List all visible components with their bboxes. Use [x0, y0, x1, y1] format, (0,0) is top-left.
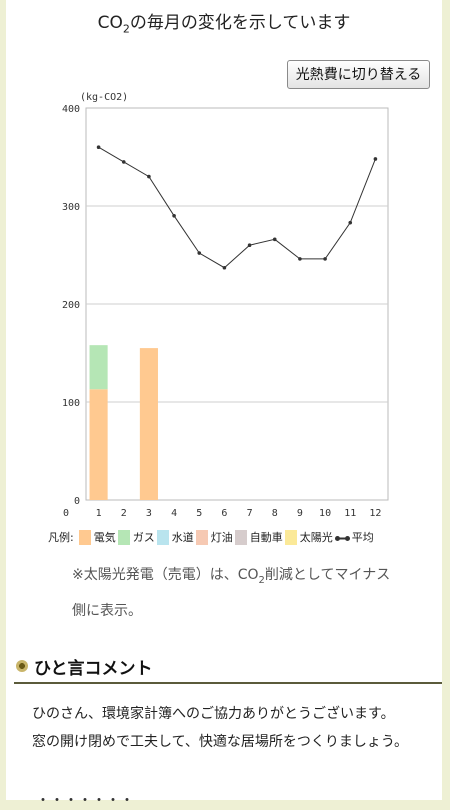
average-point — [197, 251, 202, 255]
chart-legend: 凡例: 電気 ガス 水道 灯油 自動車 太陽光 平均 — [48, 527, 376, 547]
y-tick-label: 200 — [62, 300, 80, 311]
bullet-icon — [16, 660, 28, 672]
comment-section-header: ひと言コメント — [14, 650, 442, 684]
y-tick-label: 100 — [62, 398, 80, 409]
legend-label: 水道 — [171, 531, 194, 544]
x-tick-label: 2 — [121, 508, 127, 519]
x-tick-label: 12 — [369, 508, 381, 519]
y-tick-label: 300 — [62, 202, 80, 213]
x-tick-label: 6 — [221, 508, 227, 519]
bar-電気 — [89, 389, 108, 500]
legend-label: 電気 — [93, 531, 116, 544]
average-point — [348, 220, 353, 225]
legend-item: 電気 — [78, 529, 116, 545]
x-tick-label: 3 — [146, 508, 152, 519]
legend-item: 水道 — [156, 529, 194, 545]
x-tick-label: 5 — [196, 508, 202, 519]
legend-label: ガス — [132, 531, 155, 544]
comment-line: 窓の開け閉めで工夫して、快適な居場所をつくりましょう。 — [32, 734, 409, 750]
x-tick-label: 11 — [344, 508, 356, 519]
x-origin-label: 0 — [63, 508, 69, 519]
x-tick-label: 8 — [272, 508, 278, 519]
section-title: ひと言コメント — [34, 658, 153, 679]
average-point — [147, 174, 151, 179]
legend-item: 灯油 — [195, 529, 233, 545]
legend-label: 灯油 — [210, 531, 233, 544]
legend-swatch — [234, 529, 247, 545]
legend-item: ガス — [117, 529, 155, 545]
x-tick-label: 4 — [171, 508, 177, 519]
legend-item: 太陽光 — [284, 529, 333, 545]
legend-label: 平均 — [351, 531, 374, 544]
switch-to-utility-cost-button[interactable]: 光熱費に切り替える — [287, 60, 430, 89]
legend-swatch — [117, 529, 130, 545]
legend-label: 自動車 — [249, 531, 283, 544]
x-tick-label: 9 — [297, 508, 303, 519]
average-point — [121, 160, 126, 164]
comment-line: ひのさん、環境家計簿へのご協力ありがとうございます。 — [32, 706, 395, 722]
bar-電気 — [139, 348, 158, 500]
legend-swatch — [78, 529, 91, 545]
average-point — [272, 237, 277, 242]
average-point — [222, 265, 227, 270]
comment-text: ひのさん、環境家計簿へのご協力ありがとうございます。 窓の開け閉めで工夫して、快… — [18, 700, 432, 756]
x-tick-label: 1 — [96, 508, 102, 519]
content-panel: CO2の毎月の変化を示しています 光熱費に切り替える 0 100 200 300 400… — [6, 0, 442, 809]
partial-heading: ・・・・・・・ — [36, 793, 134, 809]
average-point — [96, 145, 101, 149]
legend-swatch — [284, 529, 297, 545]
average-point — [172, 214, 176, 218]
legend-swatch — [195, 529, 208, 545]
x-tick-label: 7 — [247, 508, 253, 519]
legend-item: 自動車 — [234, 529, 283, 545]
average-line — [98, 146, 376, 269]
legend-swatch — [156, 529, 169, 545]
y-tick-label: 0 — [74, 496, 80, 507]
y-unit-label: (kg-CO2) — [80, 92, 128, 103]
average-point — [373, 157, 378, 161]
bar-ガス — [89, 345, 108, 390]
page-title: CO2の毎月の変化を示しています — [97, 13, 351, 36]
legend-item-average: 平均 — [334, 529, 374, 545]
y-tick-label: 400 — [62, 104, 80, 115]
x-tick-label: 10 — [319, 508, 331, 519]
legend-label: 太陽光 — [299, 531, 333, 544]
legend-lead: 凡例: — [48, 531, 74, 544]
average-point — [298, 257, 302, 261]
average-line-icon — [334, 533, 350, 542]
solar-note: ※太陽光発電（売電）は、CO2削減としてマイナス側に表示。 — [72, 567, 391, 619]
average-point — [323, 257, 327, 261]
average-point — [247, 243, 252, 247]
